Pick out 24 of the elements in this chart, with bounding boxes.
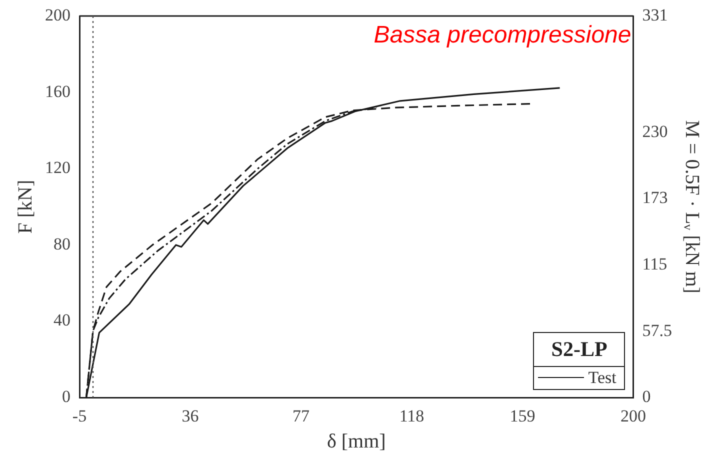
x-tick-label: 159 — [510, 406, 536, 426]
y2-tick-label: 173 — [642, 188, 668, 208]
y-tick-label: 120 — [45, 158, 70, 178]
y2-tick-label: 331 — [642, 5, 668, 24]
y-axis-title: F [kN] — [14, 180, 36, 234]
x-tick-label: 77 — [292, 406, 310, 426]
y-tick-label: 80 — [54, 234, 70, 254]
y2-tick-label: 230 — [642, 122, 668, 141]
x-tick-label: -5 — [72, 406, 87, 426]
legend-label: Test — [588, 368, 616, 388]
y-tick-label: 200 — [45, 5, 70, 24]
x-tick-label: 36 — [182, 406, 199, 426]
y-tick-label: 0 — [62, 387, 70, 406]
x-axis-title: δ [mm] — [326, 430, 386, 452]
x-tick-label: 118 — [399, 406, 424, 426]
y2-tick-label: 0 — [642, 387, 651, 406]
annotation: Bassa precompressione — [374, 22, 632, 49]
x-tick-label: 200 — [620, 406, 646, 426]
legend-title: S2-LP — [534, 332, 624, 367]
y2-tick-label: 115 — [642, 254, 668, 274]
y2-axis-title: M = 0.5F · Lᵥ [kN m] — [680, 120, 703, 294]
y-tick-label: 160 — [45, 82, 70, 101]
y2-tick-label: 57.5 — [642, 320, 672, 340]
y-tick-label: 40 — [54, 310, 70, 330]
